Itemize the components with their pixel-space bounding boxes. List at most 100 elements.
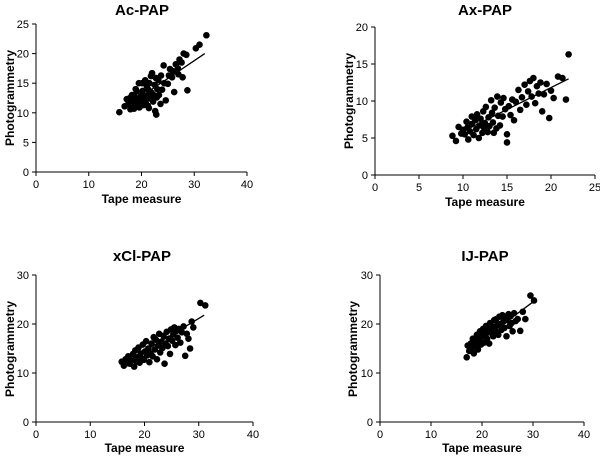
data-point xyxy=(559,74,566,82)
data-point xyxy=(543,80,550,88)
x-tick-label: 5 xyxy=(416,182,422,194)
data-point xyxy=(449,132,456,140)
data-point xyxy=(518,94,526,101)
data-point xyxy=(538,108,546,115)
data-point xyxy=(524,88,532,95)
data-point xyxy=(489,119,497,126)
data-point xyxy=(197,299,204,307)
data-point xyxy=(545,114,553,122)
data-point xyxy=(473,111,481,118)
data-point xyxy=(475,134,483,142)
y-axis-label: Photogrammetry xyxy=(3,301,17,397)
y-tick-label: 20 xyxy=(17,49,29,61)
data-point xyxy=(177,339,184,346)
data-point xyxy=(514,315,521,323)
data-point xyxy=(153,355,161,363)
x-axis-label: Tape measure xyxy=(445,195,525,209)
data-point xyxy=(186,345,194,352)
data-point xyxy=(487,96,495,104)
data-point xyxy=(157,72,165,79)
data-point xyxy=(130,363,138,370)
data-point xyxy=(527,292,534,299)
data-point xyxy=(562,96,570,103)
x-tick-label: 25 xyxy=(589,182,600,194)
data-point xyxy=(547,87,555,94)
data-point xyxy=(503,139,511,146)
x-tick-label: 0 xyxy=(33,429,39,441)
data-point xyxy=(477,115,484,123)
data-point xyxy=(509,328,516,335)
y-axis-label: Photogrammetry xyxy=(342,53,356,149)
data-point xyxy=(145,104,153,112)
y-tick-label: 20 xyxy=(361,319,373,331)
x-tick-label: 0 xyxy=(372,182,378,194)
data-point xyxy=(528,93,535,100)
data-point xyxy=(146,79,153,87)
data-point xyxy=(190,324,197,331)
data-point xyxy=(161,360,168,367)
data-point xyxy=(464,136,472,143)
x-tick-label: 20 xyxy=(476,429,488,441)
y-tick-label: 15 xyxy=(356,59,368,71)
data-point xyxy=(485,340,493,347)
chart-panel-2: Ax-PAP 0 5 10 15 20 0 5 10 15 20 25 Tape measure Phot… xyxy=(342,2,600,209)
data-point xyxy=(146,358,153,366)
data-point xyxy=(169,68,177,75)
chart-title: Ac-PAP xyxy=(115,2,169,19)
data-point xyxy=(550,94,557,102)
data-point xyxy=(515,86,522,94)
data-point xyxy=(142,337,150,345)
y-axis-label: Photogrammetry xyxy=(346,301,360,397)
data-point xyxy=(521,81,528,89)
data-point xyxy=(172,341,179,349)
x-tick-label: 0 xyxy=(33,179,39,191)
data-point xyxy=(519,308,527,316)
data-point xyxy=(188,318,195,325)
data-point xyxy=(139,87,146,95)
data-point xyxy=(482,103,490,111)
data-point xyxy=(530,74,537,82)
data-point xyxy=(162,97,170,104)
data-point xyxy=(535,90,542,97)
y-tick-label: 10 xyxy=(17,108,29,120)
data-point xyxy=(196,41,203,49)
data-point xyxy=(180,323,187,330)
data-point xyxy=(168,73,176,81)
data-point xyxy=(501,324,508,332)
chart-panel-1: Ac-PAP 0 5 10 15 20 25 0 10 20 30 40 Tape measure Pho… xyxy=(3,2,253,206)
chart-title: IJ-PAP xyxy=(461,248,508,265)
x-tick-label: 20 xyxy=(545,182,557,194)
y-tick-label: 30 xyxy=(361,270,373,282)
chart-title: Ax-PAP xyxy=(458,2,512,19)
chart-panel-4: IJ-PAP 0 10 20 30 0 10 20 30 40 Tape measure Photog… xyxy=(346,248,590,455)
y-tick-label: 25 xyxy=(17,19,29,31)
data-point xyxy=(505,102,513,110)
x-tick-label: 10 xyxy=(84,429,96,441)
x-tick-label: 30 xyxy=(193,429,205,441)
data-point xyxy=(479,129,486,137)
data-point xyxy=(470,131,477,139)
data-point xyxy=(516,327,524,335)
x-tick-label: 40 xyxy=(578,429,590,441)
data-point xyxy=(494,93,501,100)
y-tick-label: 15 xyxy=(17,78,29,90)
data-point xyxy=(565,51,572,58)
x-tick-label: 30 xyxy=(188,179,200,191)
data-point xyxy=(499,113,506,120)
chart-title: xCl-PAP xyxy=(113,248,171,265)
x-axis-label: Tape measure xyxy=(442,441,522,455)
y-tick-label: 20 xyxy=(17,319,29,331)
data-point xyxy=(128,356,135,364)
data-point xyxy=(491,104,498,111)
data-point xyxy=(170,88,178,96)
data-point xyxy=(496,122,504,129)
x-tick-label: 30 xyxy=(527,429,539,441)
x-axis-label: Tape measure xyxy=(105,441,185,455)
data-point xyxy=(503,131,511,138)
chart-panel-3: xCl-PAP 0 10 20 30 0 10 20 30 40 Tape measure Photo… xyxy=(3,248,259,455)
y-tick-label: 20 xyxy=(356,22,368,34)
data-point xyxy=(164,80,172,88)
data-point xyxy=(152,336,160,343)
data-point xyxy=(164,342,172,350)
